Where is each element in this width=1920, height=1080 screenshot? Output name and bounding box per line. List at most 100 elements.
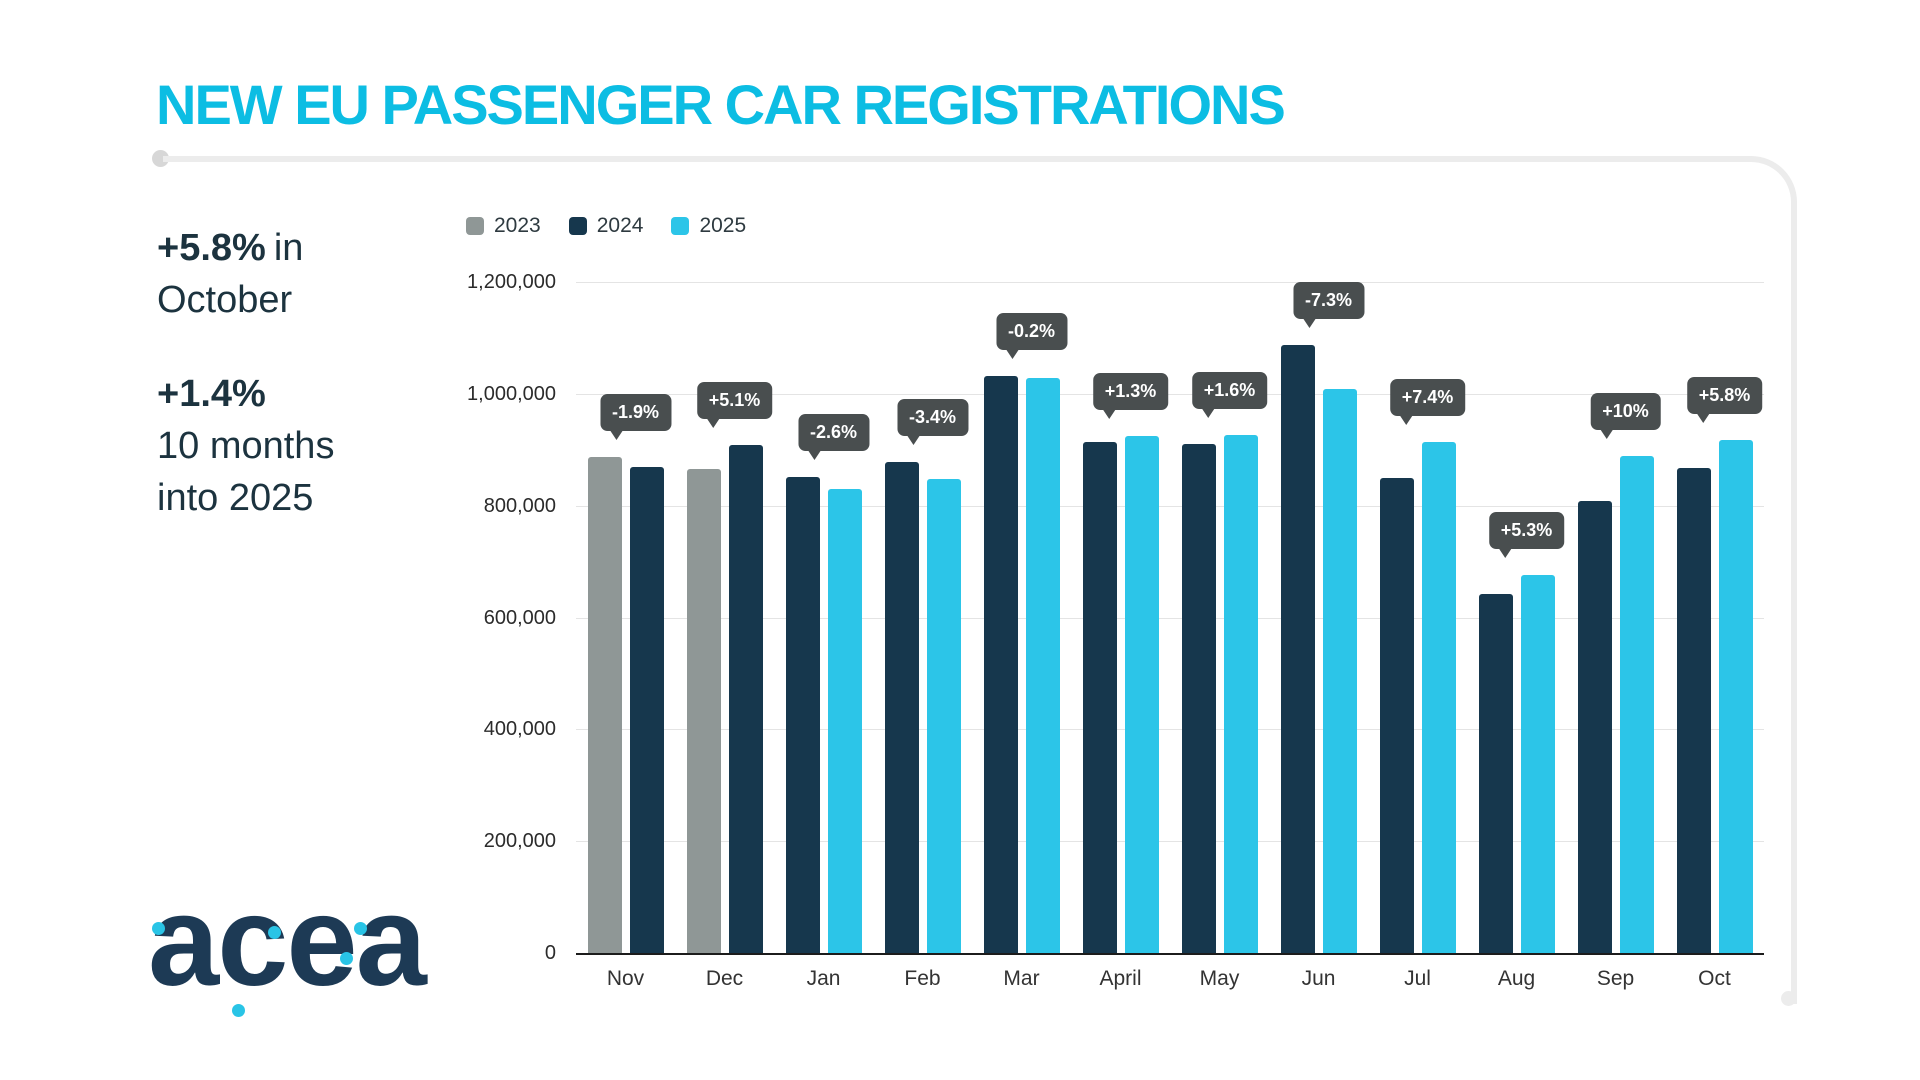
change-badge-may: +1.6% [1191,372,1268,418]
legend-item-2023: 2023 [466,214,541,238]
key-stats: +5.8% in October +1.4% 10 months into 202… [157,222,457,566]
legend-label-2023: 2023 [494,214,541,237]
bar-2024-nov [629,467,664,953]
bar-group-jul: Jul +7.4% [1368,282,1467,990]
bar-group-dec: Dec +5.1% [675,282,774,990]
legend-label-2024: 2024 [596,214,644,237]
page-title: NEW EU PASSENGER CAR REGISTRATIONS [156,73,1286,136]
stat-ytd-value: +1.4% [157,373,266,415]
x-tick-feb: Feb [904,967,941,990]
change-badge-april: +1.3% [1092,373,1169,419]
logo-dot-icon [152,922,165,935]
acea-logo: acea [148,878,427,1017]
change-badge-aug: +5.3% [1488,512,1565,558]
bars-jul [1368,282,1467,953]
change-badge-feb: -3.4% [896,399,969,445]
change-badge-sep: +10% [1590,393,1661,439]
x-tick-dec: Dec [705,967,744,990]
legend-item-2025: 2025 [671,214,746,238]
bar-2025-sep [1619,456,1654,953]
bar-group-mar: Mar -0.2% [972,282,1071,990]
bar-2025-april [1124,436,1159,953]
acea-logo-text: acea [148,870,427,1013]
bar-2024-may [1181,444,1216,953]
bar-group-april: April +1.3% [1071,282,1170,990]
bar-2024-oct [1676,468,1711,953]
bar-2024-dec [728,445,763,953]
bars-oct [1665,282,1764,953]
stat-october: +5.8% in October [157,222,457,326]
bar-2025-aug [1520,575,1555,953]
change-badge-mar: -0.2% [995,313,1068,359]
bars-may [1170,282,1269,953]
bar-2025-mar [1025,378,1060,953]
legend-swatch-2024 [568,217,587,235]
gridline [576,729,1764,730]
x-tick-sep: Sep [1596,967,1635,990]
y-tick-label: 400,000 [483,718,556,740]
bars-april [1071,282,1170,953]
bar-2025-jun [1322,389,1357,953]
y-tick-label: 800,000 [483,495,556,517]
gridline [576,618,1764,619]
bar-2025-jul [1421,442,1456,953]
bar-2023-nov [587,457,622,953]
bar-2024-jul [1379,478,1414,953]
bar-group-jan: Jan -2.6% [774,282,873,990]
stat-october-line1: +5.8% in [157,222,457,274]
change-badge-dec: +5.1% [696,382,773,428]
x-tick-jan: Jan [806,967,841,990]
legend-swatch-2023 [466,217,484,235]
frame-decoration [163,156,1797,1004]
bars-jun [1269,282,1368,953]
bar-2025-jan [827,489,862,953]
bar-group-feb: Feb -3.4% [873,282,972,990]
logo-dot-icon [232,1004,245,1017]
logo-dot-icon [340,952,353,965]
bar-2025-may [1223,435,1258,953]
bar-group-oct: Oct +5.8% [1665,282,1764,990]
x-tick-april: April [1099,967,1142,990]
bars-mar [972,282,1071,953]
x-tick-may: May [1199,967,1240,990]
chart-legend: 2023 2024 2025 [466,214,746,238]
y-tick-label: 1,000,000 [467,383,556,405]
y-tick-label: 1,200,000 [467,271,556,293]
frame-end-dot [1781,991,1796,1006]
x-tick-mar: Mar [1003,967,1040,990]
stat-october-value: +5.8% [157,227,266,269]
y-tick-label: 0 [544,942,556,964]
legend-label-2025: 2025 [699,214,747,237]
legend-swatch-2025 [671,217,690,235]
bar-2023-dec [686,469,721,953]
bar-2025-feb [926,479,961,953]
bar-2024-aug [1478,594,1513,953]
plot-area: 0 200,000 400,000 600,000 800,000 1,000,000 1,… [467,271,1764,990]
stat-ytd: +1.4% 10 months into 2025 [157,368,457,524]
change-badge-jun: -7.3% [1292,282,1365,328]
bar-group-aug: Aug +5.3% [1467,282,1566,990]
bar-2024-mar [983,376,1018,953]
bar-group-jun: Jun -7.3% [1269,282,1368,990]
bars-jan [774,282,873,953]
bars-sep [1566,282,1665,953]
change-badge-oct: +5.8% [1686,377,1763,423]
x-tick-oct: Oct [1698,967,1731,990]
change-badge-jul: +7.4% [1389,379,1466,425]
y-tick-label: 600,000 [483,607,556,629]
gridline [576,841,1764,842]
bars-feb [873,282,972,953]
bar-2024-feb [884,462,919,953]
legend-item-2024: 2024 [568,214,644,238]
bar-2025-oct [1718,440,1753,953]
bars-aug [1467,282,1566,953]
bars-dec [675,282,774,953]
bar-2024-jun [1280,345,1315,953]
y-tick-label: 200,000 [483,830,556,852]
stat-october-text2: October [157,279,293,321]
gridline [576,506,1764,507]
x-tick-aug: Aug [1497,967,1536,990]
bar-group-nov: Nov -1.9% [576,282,675,990]
change-badge-jan: -2.6% [797,414,870,460]
